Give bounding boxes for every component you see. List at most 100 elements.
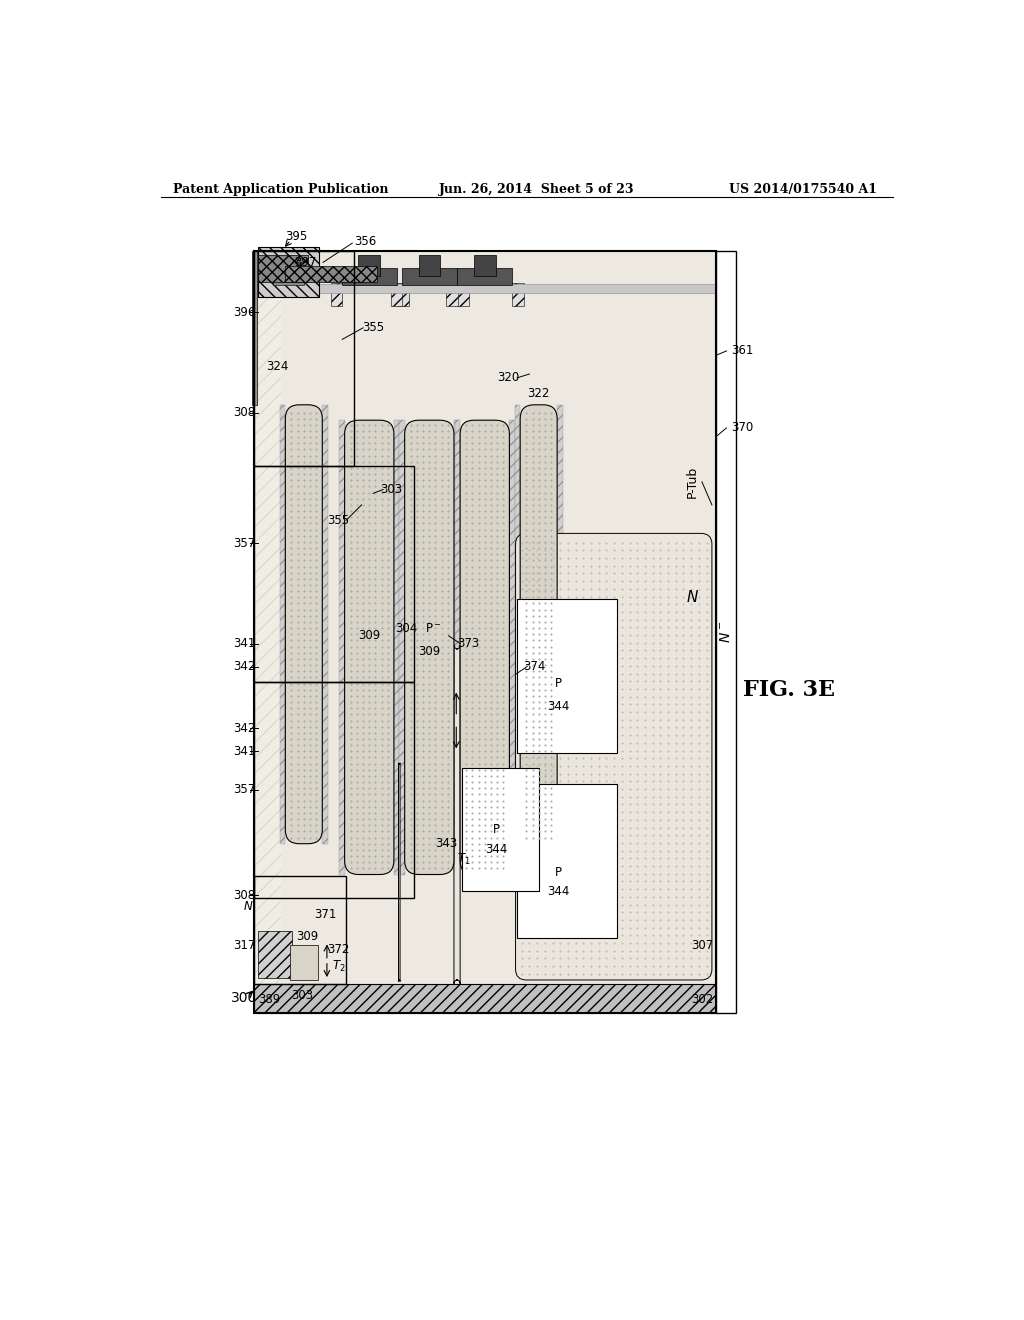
Bar [401, 268, 457, 285]
Bar [290, 945, 317, 979]
Text: P: P [554, 677, 561, 690]
Bar [454, 420, 460, 875]
Text: 344: 344 [485, 842, 508, 855]
Bar [258, 255, 307, 281]
Bar [339, 420, 345, 875]
Text: US 2014/0175540 A1: US 2014/0175540 A1 [729, 183, 878, 197]
FancyBboxPatch shape [345, 420, 394, 875]
Text: P-Tub: P-Tub [686, 466, 699, 498]
Text: P: P [554, 866, 561, 879]
Bar [281, 251, 716, 983]
Bar [254, 983, 716, 1014]
Text: 344: 344 [547, 884, 569, 898]
Bar [462, 768, 539, 891]
Bar [285, 267, 377, 281]
Bar [474, 255, 496, 276]
Bar [254, 251, 716, 1014]
Bar [419, 255, 440, 276]
Text: 309: 309 [358, 630, 380, 643]
Text: 396: 396 [233, 306, 256, 319]
Text: Patent Application Publication: Patent Application Publication [173, 183, 388, 197]
Bar [358, 255, 380, 276]
Bar [331, 284, 342, 306]
Text: P$^-$: P$^-$ [425, 622, 441, 635]
Text: 341: 341 [233, 744, 256, 758]
Bar [397, 284, 409, 306]
Bar [394, 420, 399, 875]
Text: 395: 395 [285, 231, 307, 243]
Text: 309: 309 [418, 644, 440, 657]
Bar [446, 284, 458, 306]
Text: 304: 304 [395, 622, 418, 635]
Text: 307: 307 [691, 939, 713, 952]
FancyBboxPatch shape [404, 420, 454, 875]
Bar [254, 284, 716, 293]
Bar [391, 284, 402, 306]
Text: 308: 308 [233, 888, 256, 902]
Text: Jun. 26, 2014  Sheet 5 of 23: Jun. 26, 2014 Sheet 5 of 23 [438, 183, 634, 197]
Bar [254, 251, 354, 466]
Text: 361: 361 [731, 345, 754, 358]
Bar [280, 405, 286, 843]
Text: 303: 303 [291, 989, 313, 1002]
FancyBboxPatch shape [515, 533, 712, 979]
Text: 355: 355 [328, 513, 349, 527]
Text: N: N [244, 900, 252, 913]
FancyBboxPatch shape [454, 645, 460, 983]
Text: 357: 357 [233, 537, 256, 550]
Text: 308: 308 [233, 407, 256, 418]
Bar [457, 284, 469, 306]
Text: 309: 309 [297, 929, 318, 942]
Text: 373: 373 [457, 638, 479, 649]
Text: 322: 322 [527, 387, 550, 400]
FancyBboxPatch shape [520, 405, 557, 843]
Text: $T_1$: $T_1$ [457, 851, 471, 867]
Bar [342, 268, 397, 285]
Bar [254, 876, 346, 983]
Text: 324: 324 [265, 360, 288, 372]
Bar [455, 420, 460, 875]
Text: 357: 357 [233, 783, 256, 796]
Text: 374: 374 [523, 660, 546, 673]
Text: 355: 355 [362, 321, 384, 334]
Bar [512, 284, 524, 306]
Bar [254, 251, 716, 983]
Bar [254, 682, 414, 898]
Text: 300: 300 [231, 991, 258, 1005]
Text: 397: 397 [294, 256, 316, 269]
Text: 370: 370 [731, 421, 754, 434]
Text: $N^-$: $N^-$ [719, 620, 733, 643]
Bar [252, 251, 257, 405]
FancyBboxPatch shape [286, 405, 323, 843]
Bar [273, 272, 304, 285]
Text: 372: 372 [328, 942, 349, 956]
Bar [517, 599, 617, 752]
Bar [258, 247, 319, 297]
Text: 356: 356 [354, 235, 377, 248]
Text: FIG. 3E: FIG. 3E [742, 678, 835, 701]
Bar [323, 405, 328, 843]
Bar [457, 268, 512, 285]
FancyBboxPatch shape [398, 763, 400, 982]
Text: P: P [493, 824, 500, 837]
Bar [716, 251, 736, 1014]
Text: 342: 342 [233, 660, 256, 673]
Bar [557, 405, 562, 843]
Bar [399, 420, 404, 875]
FancyBboxPatch shape [460, 420, 509, 875]
Bar [254, 251, 716, 1014]
Text: 302: 302 [691, 993, 713, 1006]
Bar [515, 405, 520, 843]
Text: 389: 389 [258, 993, 281, 1006]
Text: 371: 371 [314, 908, 337, 921]
Text: N: N [687, 590, 698, 605]
Bar [517, 784, 617, 937]
Text: 343: 343 [435, 837, 458, 850]
Text: 341: 341 [233, 638, 256, 649]
Bar [254, 466, 414, 682]
Bar [509, 420, 515, 875]
Text: 344: 344 [547, 700, 569, 713]
Text: 303: 303 [380, 483, 401, 496]
Text: $T_2$: $T_2$ [332, 960, 345, 974]
Bar [258, 932, 292, 978]
